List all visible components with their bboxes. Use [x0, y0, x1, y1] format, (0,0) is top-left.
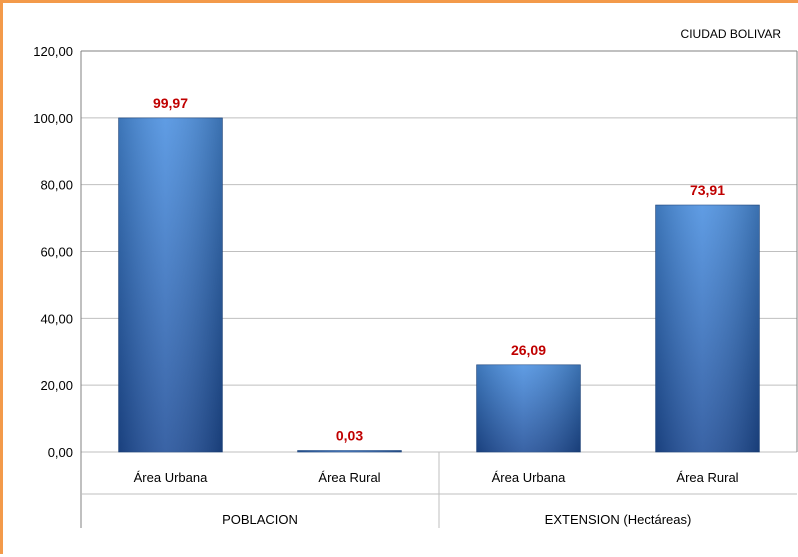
data-label: 99,97 [153, 95, 188, 111]
data-label: 73,91 [690, 182, 725, 198]
x-tick-label: Área Urbana [134, 470, 208, 485]
bar-sheen [476, 364, 581, 452]
y-tick-label: 60,00 [40, 245, 73, 260]
x-tick-label: Área Rural [676, 470, 738, 485]
data-label: 26,09 [511, 342, 546, 358]
y-tick-label: 120,00 [33, 44, 73, 59]
data-label: 0,03 [336, 428, 363, 444]
labels: 0,00 20,00 40,00 60,00 80,00 100,00 120,00 99,9… [33, 44, 738, 527]
y-tick-label: 0,00 [48, 445, 73, 460]
x-tick-label: Área Urbana [492, 470, 566, 485]
chart-title: CIUDAD BOLIVAR [681, 27, 782, 41]
y-tick-label: 20,00 [40, 378, 73, 393]
x-tick-label: Área Rural [318, 470, 380, 485]
bar-sheen [297, 450, 402, 452]
y-tick-label: 100,00 [33, 111, 73, 126]
bars [118, 117, 760, 453]
group-label: POBLACION [222, 512, 298, 527]
y-tick-label: 40,00 [40, 311, 73, 326]
bar-chart: CIUDAD BOLIVAR 0,00 20,00 40,00 60,00 80,00 1… [33, 27, 798, 528]
y-tick-label: 80,00 [40, 178, 73, 193]
group-label: EXTENSION (Hectáreas) [545, 512, 692, 527]
bar-sheen [118, 117, 223, 452]
bar-sheen [655, 205, 760, 452]
